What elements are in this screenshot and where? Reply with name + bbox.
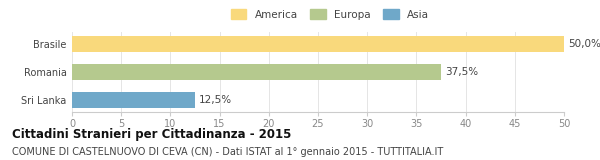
Bar: [72, 92, 195, 108]
Text: COMUNE DI CASTELNUOVO DI CEVA (CN) - Dati ISTAT al 1° gennaio 2015 - TUTTITALIA.: COMUNE DI CASTELNUOVO DI CEVA (CN) - Dat…: [12, 147, 443, 157]
Text: 37,5%: 37,5%: [445, 67, 478, 77]
Text: 50,0%: 50,0%: [568, 39, 600, 49]
Bar: [72, 64, 441, 80]
Legend: America, Europa, Asia: America, Europa, Asia: [227, 5, 433, 24]
Bar: [72, 36, 564, 52]
Text: 12,5%: 12,5%: [199, 95, 232, 105]
Text: Cittadini Stranieri per Cittadinanza - 2015: Cittadini Stranieri per Cittadinanza - 2…: [12, 128, 292, 141]
